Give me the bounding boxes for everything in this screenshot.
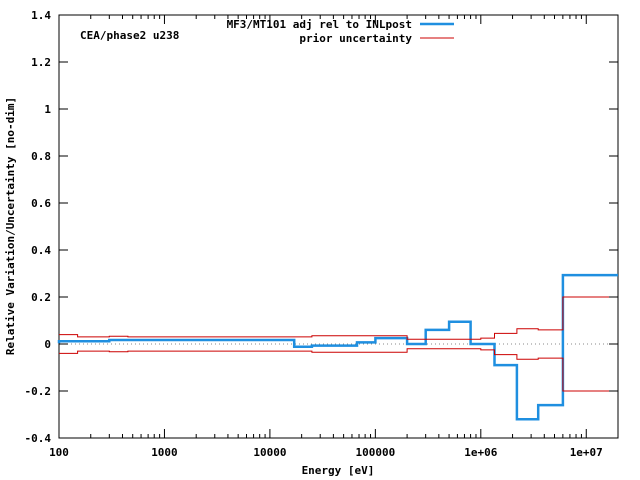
y-tick-label: -0.2 [25,385,52,398]
x-tick-label: 10000 [253,446,286,459]
x-tick-label: 100000 [355,446,395,459]
y-tick-label: 0.4 [31,244,51,257]
x-axis-title: Energy [eV] [302,464,375,477]
y-tick-label: 0 [44,338,51,351]
plot-area [58,14,619,439]
series-prior-lower-step-line [59,348,618,392]
y-axis-title: Relative Variation/Uncertainty [no-dim] [4,97,17,355]
y-tick-label: 0.8 [31,150,51,163]
y-tick-label: -0.4 [25,432,52,445]
chart-annotation: CEA/phase2 u238 [80,29,179,42]
y-tick-label: 0.2 [31,291,51,304]
legend-label-prior: prior uncertainty [299,32,412,45]
series-adj-step-line [57,273,618,421]
x-tick-label: 1e+07 [570,446,603,459]
x-tick-label: 100 [49,446,69,459]
y-tick-label: 0.6 [31,197,51,210]
x-tick-label: 1e+06 [464,446,497,459]
y-tick-label: 1.4 [31,9,51,22]
series-prior-upper-step-line [59,296,618,340]
y-tick-label: 1 [44,103,51,116]
y-tick-label: 1.2 [31,56,51,69]
x-tick-label: 1000 [151,446,178,459]
legend-label-adj: MF3/MT101 adj rel to INLpost [227,18,412,31]
legend: MF3/MT101 adj rel to INLpost prior uncer… [227,18,454,45]
